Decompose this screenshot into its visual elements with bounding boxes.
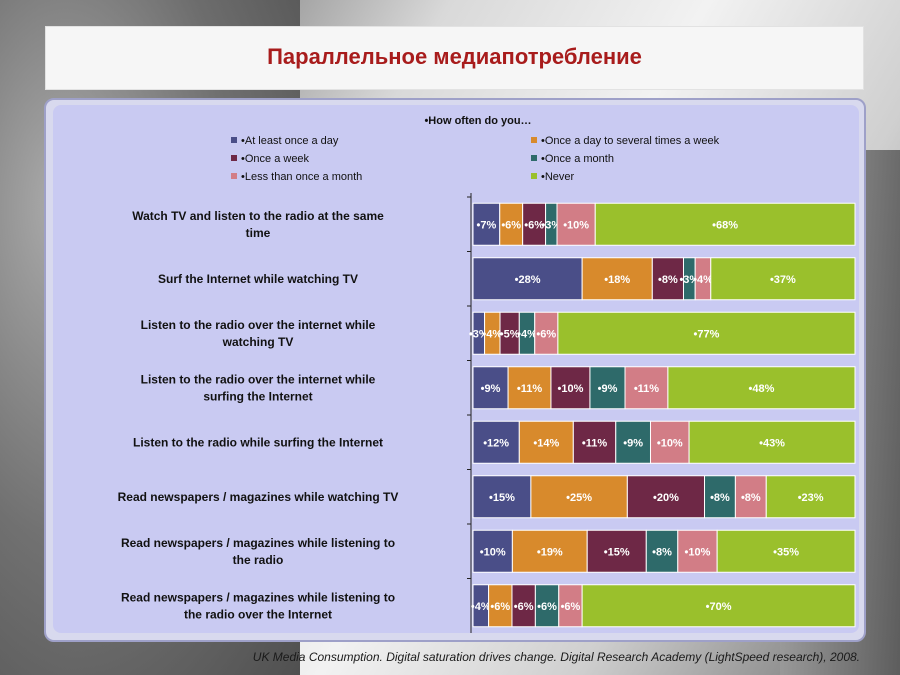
title-bar: Параллельное медиапотребление	[45, 26, 864, 90]
legend-swatch	[231, 137, 237, 143]
legend-swatch	[531, 155, 537, 161]
data-label: •25%	[566, 492, 592, 504]
data-label: •15%	[604, 546, 630, 558]
data-label: •8%	[741, 492, 761, 504]
legend-swatch	[531, 137, 537, 143]
data-label: •3%	[469, 328, 489, 340]
legend-entry: •Once a day to several times a week	[541, 135, 720, 147]
data-label: •23%	[798, 492, 824, 504]
bar-segment	[581, 257, 653, 301]
data-label: •3%	[679, 274, 699, 286]
bar-segment	[586, 529, 647, 573]
data-label: •6%	[490, 601, 510, 613]
data-label: •18%	[604, 274, 630, 286]
data-label: •43%	[759, 437, 785, 449]
category-label: Listen to the radio while surfing the In…	[133, 435, 383, 449]
bar-segment	[589, 366, 626, 410]
data-label: •10%	[563, 219, 589, 231]
data-label: •6%	[536, 328, 556, 340]
bar-segment	[557, 311, 856, 355]
data-label: •4%	[482, 328, 502, 340]
bar-segment	[472, 529, 513, 573]
bar-segment	[615, 420, 652, 464]
bar-segment	[594, 202, 856, 246]
bar-segment	[518, 420, 574, 464]
data-label: •10%	[685, 546, 711, 558]
bar-segment	[581, 584, 856, 628]
category-label: Read newspapers / magazines while listen…	[121, 536, 395, 567]
data-label: •8%	[710, 492, 730, 504]
data-label: •37%	[770, 274, 796, 286]
data-label: •8%	[658, 274, 678, 286]
data-label: •15%	[489, 492, 515, 504]
legend-swatch	[531, 173, 537, 179]
data-label: •6%	[524, 219, 544, 231]
bar-segment	[472, 366, 509, 410]
bar-segment	[626, 475, 706, 519]
data-label: •4%	[471, 601, 491, 613]
data-label: •4%	[517, 328, 537, 340]
data-label: •7%	[476, 219, 496, 231]
data-label: •10%	[480, 546, 506, 558]
legend-entry: •Less than once a month	[241, 171, 362, 183]
data-label: •20%	[653, 492, 679, 504]
data-label: •9%	[623, 437, 643, 449]
category-label: Watch TV and listen to the radio at the …	[132, 209, 384, 240]
data-label: •9%	[481, 383, 501, 395]
stacked-bar-chart: •How often do you… •At least once a day •O…	[118, 115, 856, 635]
data-label: •48%	[749, 383, 775, 395]
bar-segment	[472, 420, 520, 464]
legend-entry: •At least once a day	[241, 135, 339, 147]
source-citation: UK Media Consumption. Digital saturation…	[252, 650, 860, 664]
data-label: •68%	[712, 219, 738, 231]
data-label: •35%	[773, 546, 799, 558]
data-label: •11%	[582, 437, 607, 449]
data-label: •19%	[537, 546, 563, 558]
data-label: •6%	[561, 601, 581, 613]
category-label: Listen to the radio over the internet wh…	[141, 372, 376, 403]
data-label: •12%	[483, 437, 509, 449]
data-label: •5%	[500, 328, 520, 340]
data-label: •10%	[558, 383, 584, 395]
data-label: •6%	[514, 601, 534, 613]
chart-title: •How often do you…	[424, 115, 531, 127]
bar-segment	[667, 366, 856, 410]
bar-segment	[472, 202, 501, 246]
bar-segment	[572, 420, 617, 464]
chart-area: •How often do you… •At least once a day •O…	[53, 105, 859, 635]
data-label: •3%	[541, 219, 561, 231]
data-label: •6%	[501, 219, 521, 231]
category-label: Listen to the radio over the internet wh…	[141, 318, 376, 349]
data-label: •28%	[515, 274, 541, 286]
data-label: •11%	[517, 383, 542, 395]
category-label: Surf the Internet while watching TV	[158, 272, 358, 286]
data-label: •8%	[652, 546, 672, 558]
bar-segment	[556, 202, 596, 246]
bar-segment	[645, 529, 679, 573]
data-label: •10%	[657, 437, 683, 449]
data-label: •9%	[598, 383, 618, 395]
bar-segment	[688, 420, 856, 464]
data-label: •11%	[634, 383, 659, 395]
category-label: Read newspapers / magazines while watchi…	[118, 490, 399, 504]
bar-segment	[765, 475, 856, 519]
data-label: •4%	[693, 274, 713, 286]
bar-segment	[677, 529, 718, 573]
data-label: •70%	[706, 601, 732, 613]
legend-entry: •Never	[541, 171, 575, 183]
bar-segment	[710, 257, 856, 301]
bar-segment	[624, 366, 669, 410]
data-label: •6%	[537, 601, 557, 613]
legend-swatch	[231, 155, 237, 161]
data-label: •77%	[694, 328, 720, 340]
legend-swatch	[231, 173, 237, 179]
bar-segment	[507, 366, 552, 410]
legend-entry: •Once a month	[541, 153, 614, 165]
data-label: •14%	[533, 437, 559, 449]
slide-title: Параллельное медиапотребление	[267, 44, 642, 69]
category-label: Read newspapers / magazines while listen…	[121, 590, 395, 621]
bar-segment	[511, 529, 588, 573]
bar-segment	[716, 529, 856, 573]
legend-entry: •Once a week	[241, 153, 310, 165]
